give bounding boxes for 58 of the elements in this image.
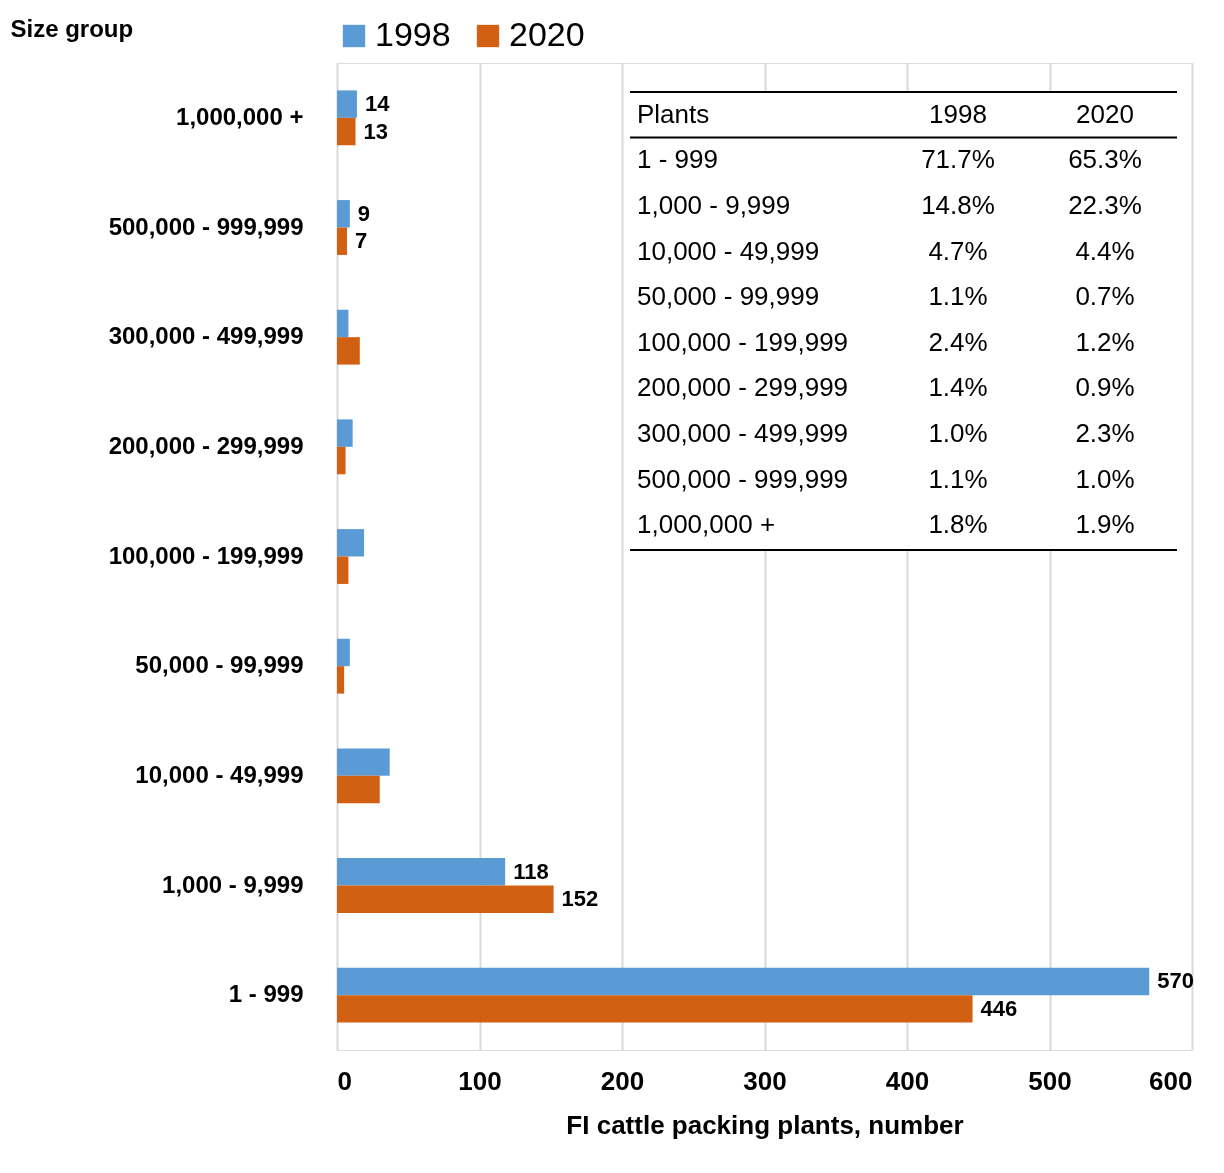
y-tick-label: 100,000 - 199,999 [108, 541, 304, 569]
y-tick-label: 10,000 - 49,999 [135, 760, 304, 788]
annotation: 300,000 - 499,999 [637, 418, 849, 448]
x-axis-title: FI cattle packing plants, number [566, 1109, 964, 1140]
annotation: 1 - 999 [637, 144, 718, 175]
annotation: 4.7% [928, 235, 988, 266]
annotation: Plants [637, 98, 710, 129]
data-label: 9 [357, 200, 371, 226]
legend-label: 2020 [509, 15, 585, 53]
annotation: 10,000 - 49,999 [637, 235, 820, 266]
annotation: 1.1% [928, 281, 988, 312]
annotation: 1.0% [928, 418, 988, 448]
x-tick-label: 200 [600, 1065, 645, 1096]
data-label: 152 [561, 886, 599, 912]
annotation: 65.3% [1068, 144, 1142, 175]
annotation: 1.1% [928, 463, 988, 494]
data-label: 7 [354, 228, 368, 254]
annotation: 2.4% [928, 326, 988, 357]
annotation: 4.4% [1075, 235, 1135, 266]
x-tick-label: 600 [1149, 1065, 1193, 1096]
annotation: 2.3% [1075, 418, 1135, 448]
x-tick-label: 300 [743, 1065, 787, 1096]
annotation: 2020 [1076, 98, 1134, 129]
x-tick-label: 100 [458, 1065, 502, 1096]
annotation: 200,000 - 299,999 [637, 372, 849, 403]
annotation: 22.3% [1068, 190, 1142, 220]
y-axis-title: Size group [10, 14, 134, 42]
annotation: 1.0% [1075, 463, 1135, 494]
annotation: 1,000,000 + [637, 509, 776, 540]
y-tick-label: 1,000 - 9,999 [162, 870, 304, 898]
annotation: 0.7% [1075, 281, 1135, 312]
annotation: 1.2% [1075, 326, 1135, 357]
annotation: 100,000 - 199,999 [637, 326, 849, 357]
annotation: 71.7% [921, 144, 995, 175]
data-label: 570 [1157, 968, 1194, 994]
annotation: 500,000 - 999,999 [637, 463, 849, 494]
y-tick-label: 200,000 - 299,999 [108, 431, 304, 459]
data-label: 118 [513, 858, 549, 884]
annotation: 0.9% [1075, 372, 1135, 403]
y-tick-label: 500,000 - 999,999 [108, 212, 304, 240]
x-tick-label: 500 [1028, 1065, 1072, 1096]
data-label: 13 [363, 118, 389, 144]
x-tick-label: 400 [885, 1065, 930, 1096]
annotation: 1.4% [928, 372, 988, 403]
y-tick-label: 1,000,000 + [176, 102, 304, 130]
annotation: 1998 [929, 98, 987, 129]
x-tick-label: 0 [337, 1065, 352, 1096]
annotation: 1.9% [1075, 509, 1135, 540]
annotation: 1.8% [928, 509, 988, 540]
data-label: 446 [980, 995, 1018, 1021]
legend-label: 1998 [375, 15, 451, 53]
annotation: 1,000 - 9,999 [637, 190, 791, 220]
y-tick-label: 300,000 - 499,999 [108, 322, 304, 350]
annotation: 50,000 - 99,999 [637, 281, 820, 312]
y-tick-label: 1 - 999 [228, 980, 304, 1008]
y-tick-label: 50,000 - 99,999 [135, 651, 304, 679]
data-label: 14 [364, 91, 391, 117]
annotation: 14.8% [921, 190, 995, 220]
